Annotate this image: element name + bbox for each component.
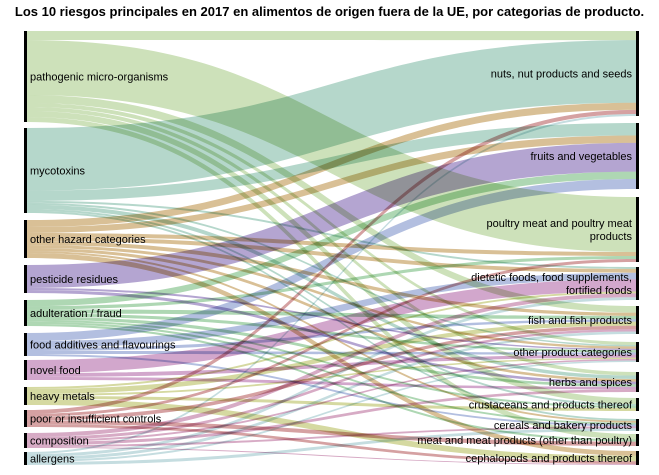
flow-heavy-metals-to-cephalopods-and-products-thereof — [27, 399, 636, 462]
flow-other-hazard-categories-to-poultry-meat-and-poultry-meat-products — [27, 233, 636, 256]
left-node-label-composition: composition — [30, 436, 89, 448]
left-node-label-mycotoxins: mycotoxins — [30, 166, 86, 178]
flow-pesticide-residues-to-other-product-categories — [27, 288, 636, 351]
flow-mycotoxins-to-other-product-categories — [27, 202, 636, 347]
flow-mycotoxins-to-herbs-and-spices — [27, 204, 636, 379]
right-node-bar-dietetic-foods-food-supplements-fortified-foods — [636, 267, 639, 300]
right-node-bar-cereals-and-bakery-products — [636, 419, 639, 431]
right-node-bar-other-product-categories — [636, 342, 639, 362]
right-node-bar-cephalopods-and-products-thereof — [636, 451, 639, 465]
flow-other-hazard-categories-to-fruits-and-vegetables — [27, 135, 636, 233]
left-node-label-pathogenic-micro-organisms: pathogenic micro-organisms — [30, 72, 169, 84]
left-node-bar-poor-or-insufficient-controls — [24, 410, 27, 427]
right-node-label-nuts-nut-products-and-seeds: nuts, nut products and seeds — [491, 69, 633, 81]
flow-allergens-to-cereals-and-bakery-products — [27, 428, 636, 465]
right-node-label-other-product-categories: other product categories — [513, 347, 632, 359]
left-node-bar-novel-food — [24, 360, 27, 380]
left-node-bar-heavy-metals — [24, 387, 27, 405]
flow-food-additives-and-flavourings-to-fish-and-fish-products — [27, 319, 636, 351]
flow-mycotoxins-to-nuts-nut-products-and-seeds — [27, 40, 636, 191]
right-node-bar-fruits-and-vegetables — [636, 123, 639, 189]
right-node-label-herbs-and-spices: herbs and spices — [549, 377, 633, 389]
flow-food-additives-and-flavourings-to-cereals-and-bakery-products — [27, 354, 636, 427]
left-node-bar-mycotoxins — [24, 128, 27, 213]
flow-poor-or-insufficient-controls-to-nuts-nut-products-and-seeds — [27, 109, 636, 414]
flow-adulteration-fraud-to-fish-and-fish-products — [27, 309, 636, 320]
flow-allergens-to-fish-and-fish-products — [27, 331, 636, 460]
left-node-bar-pesticide-residues — [24, 265, 27, 293]
flow-poor-or-insufficient-controls-to-fish-and-fish-products — [27, 325, 636, 421]
flow-composition-to-fish-and-fish-products — [27, 329, 636, 440]
flow-composition-to-cereals-and-bakery-products — [27, 426, 636, 447]
flow-adulteration-fraud-to-other-product-categories — [27, 313, 636, 353]
flow-allergens-to-nuts-nut-products-and-seeds — [27, 114, 636, 454]
right-node-label-cephalopods-and-products-thereof: cephalopods and products thereof — [466, 453, 633, 465]
flow-adulteration-fraud-to-poultry-meat-and-poultry-meat-products — [27, 256, 636, 310]
right-node-bar-fish-and-fish-products — [636, 306, 639, 334]
right-node-label-fish-and-fish-products: fish and fish products — [528, 315, 632, 327]
left-node-label-heavy-metals: heavy metals — [30, 391, 95, 403]
flow-novel-food-to-dietetic-foods-food-supplements-fortified-foods — [27, 279, 636, 373]
flow-other-hazard-categories-to-dietetic-foods-food-supplements-fortified-foods — [27, 237, 636, 273]
right-node-bar-meat-and-meat-products-other-than-poultry — [636, 434, 639, 446]
flow-composition-to-herbs-and-spices — [27, 389, 636, 445]
left-node-label-poor-or-insufficient-controls: poor or insufficient controls — [30, 414, 162, 426]
chart-title: Los 10 riesgos principales en 2017 en al… — [14, 4, 645, 19]
left-node-label-adulteration-fraud: adulteration / fraud — [30, 308, 122, 320]
flow-poor-or-insufficient-controls-to-poultry-meat-and-poultry-meat-products — [27, 259, 636, 417]
flow-composition-to-dietetic-foods-food-supplements-fortified-foods — [27, 293, 636, 437]
left-node-bar-adulteration-fraud — [24, 300, 27, 326]
flow-poor-or-insufficient-controls-to-meat-and-meat-products-other-than-poultry — [27, 420, 636, 446]
right-node-label-dietetic-foods-food-supplements-fortified-foods: dietetic foods, food supplements, fortifi… — [471, 272, 632, 297]
flow-other-hazard-categories-to-other-product-categories — [27, 245, 636, 349]
left-node-bar-pathogenic-micro-organisms — [24, 31, 27, 122]
left-node-bar-composition — [24, 433, 27, 448]
flow-pathogenic-micro-organisms-to-fish-and-fish-products — [27, 95, 636, 313]
left-node-bar-allergens — [24, 452, 27, 465]
right-node-label-cereals-and-bakery-products: cereals and bakery products — [494, 420, 633, 432]
left-node-label-novel-food: novel food — [30, 365, 81, 377]
flow-food-additives-and-flavourings-to-dietetic-foods-food-supplements-fortified-foods — [27, 272, 636, 348]
left-node-bar-food-additives-and-flavourings — [24, 333, 27, 356]
flow-pesticide-residues-to-fruits-and-vegetables — [27, 142, 636, 288]
left-node-label-allergens: allergens — [30, 454, 75, 466]
flow-poor-or-insufficient-controls-to-cephalopods-and-products-thereof — [27, 424, 636, 465]
left-node-label-pesticide-residues: pesticide residues — [30, 274, 119, 286]
right-node-bar-nuts-nut-products-and-seeds — [636, 31, 639, 116]
right-node-label-meat-and-meat-products-other-than-poultry: meat and meat products (other than poult… — [417, 435, 632, 447]
flow-allergens-to-dietetic-foods-food-supplements-fortified-foods — [27, 297, 636, 457]
flow-heavy-metals-to-dietetic-foods-food-supplements-fortified-foods — [27, 291, 636, 389]
right-node-label-fruits-and-vegetables: fruits and vegetables — [530, 151, 632, 163]
right-node-label-poultry-meat-and-poultry-meat-products: poultry meat and poultry meat products — [486, 218, 632, 243]
flow-composition-to-other-product-categories — [27, 359, 636, 442]
flow-adulteration-fraud-to-fruits-and-vegetables — [27, 171, 636, 307]
left-node-label-food-additives-and-flavourings: food additives and flavourings — [30, 340, 176, 352]
flow-composition-to-cephalopods-and-products-thereof — [27, 447, 636, 465]
right-node-label-crustaceans-and-products-thereof: crustaceans and products thereof — [469, 400, 633, 412]
right-node-bar-poultry-meat-and-poultry-meat-products — [636, 197, 639, 262]
flow-other-hazard-categories-to-cephalopods-and-products-thereof — [27, 253, 636, 456]
flow-pathogenic-micro-organisms-to-nuts-nut-products-and-seeds — [27, 31, 636, 41]
flow-other-hazard-categories-to-fish-and-fish-products — [27, 241, 636, 316]
right-node-bar-crustaceans-and-products-thereof — [636, 398, 639, 411]
right-node-bar-herbs-and-spices — [636, 372, 639, 392]
flow-mycotoxins-to-dietetic-foods-food-supplements-fortified-foods — [27, 200, 636, 269]
flow-heavy-metals-to-fish-and-fish-products — [27, 321, 636, 394]
flow-other-hazard-categories-to-nuts-nut-products-and-seeds — [27, 102, 636, 227]
left-node-label-other-hazard-categories: other hazard categories — [30, 234, 146, 246]
flow-allergens-to-other-product-categories — [27, 360, 636, 462]
left-node-bar-other-hazard-categories — [24, 220, 27, 258]
